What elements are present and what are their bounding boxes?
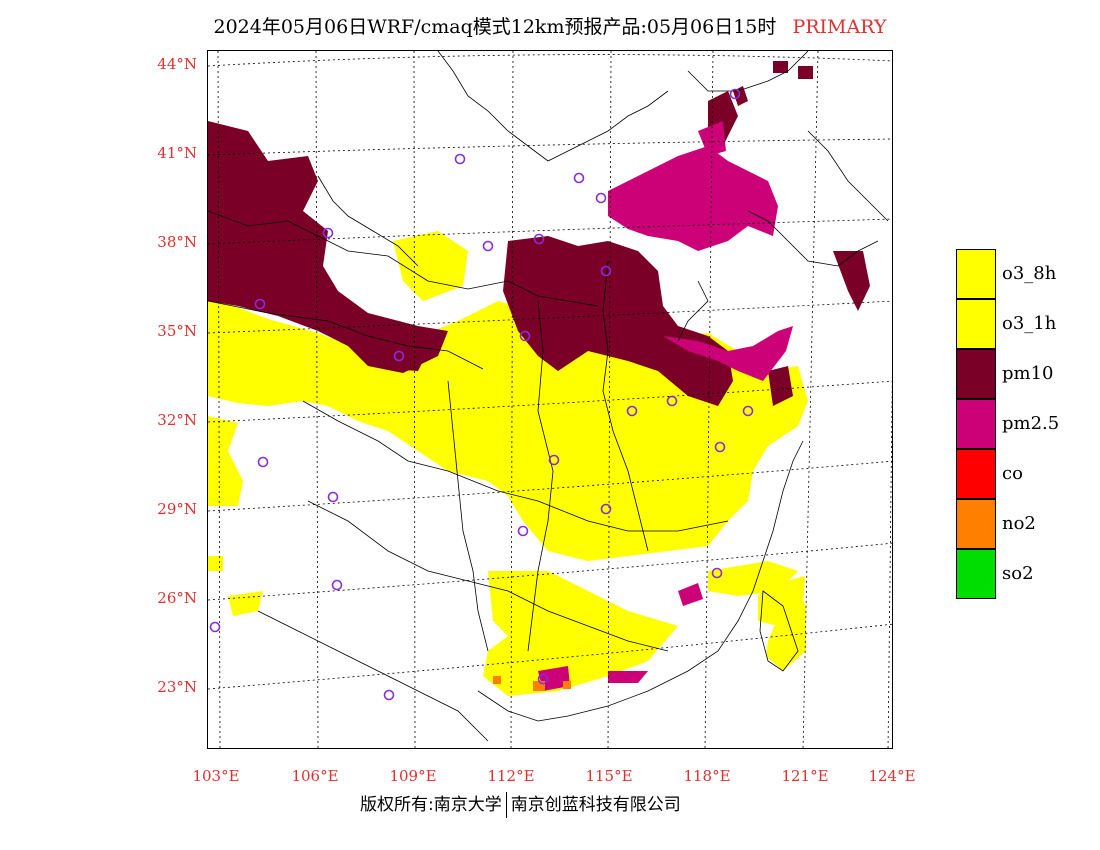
lat-label-35: 35°N <box>157 322 197 340</box>
lon-label-106: 106°E <box>291 767 339 785</box>
map-canvas <box>208 51 892 748</box>
lat-label-41: 41°N <box>157 144 197 162</box>
legend-label: pm10 <box>1002 363 1054 384</box>
lat-label-29: 29°N <box>157 500 197 518</box>
legend-label: so2 <box>1002 563 1034 584</box>
no2-region <box>493 676 571 691</box>
lon-label-118: 118°E <box>683 767 731 785</box>
lon-label-121: 121°E <box>781 767 829 785</box>
lat-label-23: 23°N <box>157 678 197 696</box>
legend-label: no2 <box>1002 513 1036 534</box>
lon-label-109: 109°E <box>389 767 437 785</box>
pm25-region <box>538 121 793 691</box>
legend-swatch <box>956 399 996 449</box>
legend-label: o3_1h <box>1002 313 1057 334</box>
legend-swatch <box>956 249 996 299</box>
lat-label-32: 32°N <box>157 411 197 429</box>
footer-right: 南京创蓝科技有限公司 <box>510 795 681 815</box>
legend-swatch <box>956 349 996 399</box>
legend-label: o3_8h <box>1002 263 1057 284</box>
lat-label-26: 26°N <box>157 589 197 607</box>
legend-label: pm2.5 <box>1002 413 1060 434</box>
lon-label-124: 124°E <box>868 767 916 785</box>
lon-label-103: 103°E <box>192 767 240 785</box>
pollutant-map[interactable] <box>207 50 893 749</box>
title-main: 2024年05月06日WRF/cmaq模式12km预报产品:05月06日15时 <box>213 16 777 38</box>
graticule <box>208 51 892 748</box>
boundary-lines <box>208 51 889 742</box>
footer-left: 版权所有:南京大学 <box>360 795 502 815</box>
lat-label-38: 38°N <box>157 233 197 251</box>
legend-swatch <box>956 499 996 549</box>
map-title: 2024年05月06日WRF/cmaq模式12km预报产品:05月06日15时 … <box>0 12 1100 39</box>
legend-swatch <box>956 299 996 349</box>
legend-swatch <box>956 549 996 599</box>
legend-swatch <box>956 449 996 499</box>
city-markers <box>209 88 754 701</box>
legend-label: co <box>1002 463 1023 484</box>
lon-label-112: 112°E <box>487 767 535 785</box>
lon-label-115: 115°E <box>585 767 633 785</box>
footer-divider <box>505 792 507 818</box>
lat-label-44: 44°N <box>157 55 197 73</box>
copyright-footer: 版权所有:南京大学 南京创蓝科技有限公司 <box>360 790 681 818</box>
title-tag: PRIMARY <box>792 16 887 38</box>
